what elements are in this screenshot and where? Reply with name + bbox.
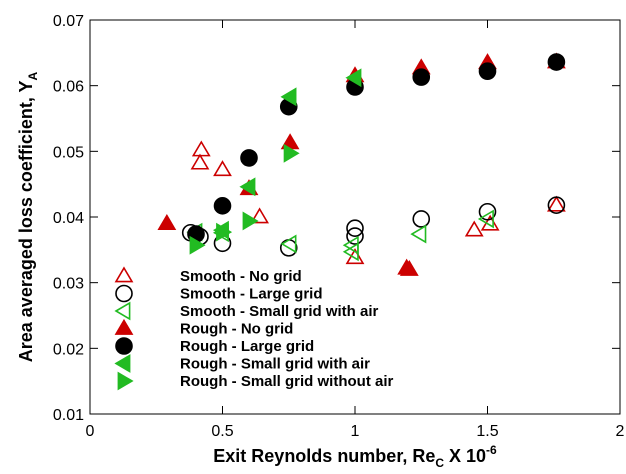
y-tick-label: 0.05 (53, 144, 84, 161)
legend-label: Rough - Small grid without air (180, 373, 393, 390)
y-tick-label: 0.03 (53, 276, 84, 293)
legend-label: Smooth - No grid (180, 268, 302, 285)
point (346, 227, 364, 245)
point (242, 211, 259, 231)
point (213, 160, 232, 177)
point (216, 222, 233, 242)
legend-label: Rough - Small grid with air (180, 356, 370, 373)
x-axis-label: Exit Reynolds number, ReC X 10-6 (213, 443, 497, 470)
point (410, 224, 427, 244)
y-axis-label-text: Area averaged loss coefficient, Y (16, 80, 36, 362)
y-tick-label: 0.07 (53, 13, 84, 30)
point (399, 259, 419, 276)
point (547, 53, 566, 71)
point (478, 62, 497, 81)
point (477, 209, 494, 229)
point (547, 196, 566, 214)
legend-label: Rough - Large grid (180, 338, 314, 355)
legend-marker (114, 318, 134, 335)
legend-marker (117, 371, 134, 391)
point (480, 214, 500, 231)
y-tick-label: 0.01 (53, 407, 84, 424)
point (464, 220, 484, 237)
y-axis-label: Area averaged loss coefficient, YA (16, 71, 40, 362)
point (240, 149, 258, 167)
x-tick-label: 0 (86, 423, 95, 440)
x-tick-label: 1 (351, 423, 360, 440)
point (283, 143, 300, 163)
point (342, 242, 359, 262)
point (239, 177, 256, 197)
x-axis-label-sup: -6 (486, 443, 497, 457)
legend-marker (115, 337, 133, 355)
y-tick-label: 0.04 (53, 210, 84, 227)
point (280, 87, 297, 107)
point (547, 195, 566, 212)
x-axis-label-text: Exit Reynolds number, Re (213, 446, 435, 466)
x-axis-label-mid: X 10 (444, 446, 486, 466)
y-axis-label-sub: A (26, 71, 40, 80)
legend-marker (114, 354, 131, 373)
legend-marker (114, 266, 134, 283)
legend-label: Smooth - Small grid with air (180, 303, 379, 320)
point (190, 153, 210, 170)
point (412, 68, 431, 86)
x-axis-label-sub: C (435, 456, 444, 470)
legend-marker (115, 284, 133, 303)
point (280, 234, 297, 254)
y-tick-label: 0.02 (53, 341, 84, 358)
x-tick-label: 2 (616, 423, 625, 440)
point (478, 202, 497, 221)
point (157, 213, 177, 230)
x-tick-label: 1.5 (476, 423, 498, 440)
point (189, 235, 206, 255)
point (250, 207, 269, 224)
legend-label: Rough - No grid (180, 321, 293, 338)
point (191, 140, 211, 157)
point (346, 219, 364, 237)
legend-marker (114, 301, 131, 321)
legend-label: Smooth - Large grid (180, 286, 323, 303)
x-tick-label: 0.5 (211, 423, 233, 440)
point (213, 197, 232, 215)
point (412, 210, 431, 228)
y-tick-label: 0.06 (53, 79, 84, 96)
point (345, 68, 362, 88)
